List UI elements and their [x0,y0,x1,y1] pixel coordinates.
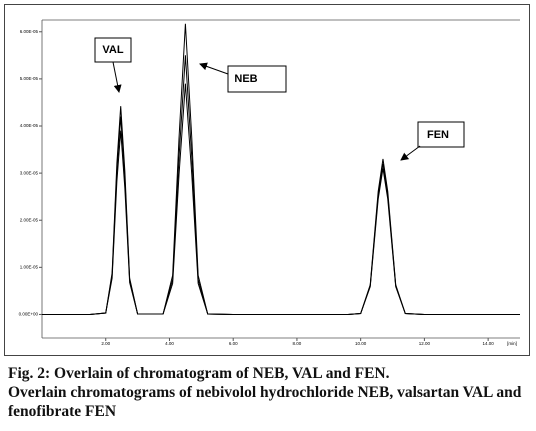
y-tick-label: 1.00E-05 [20,265,39,270]
y-tick-label: 5.00E-05 [20,76,39,81]
y-tick-label: 4.00E-05 [20,123,39,128]
annotation: NEB [234,73,257,85]
callout-box [417,121,465,148]
x-tick-label: 4.00 [165,341,174,346]
figure-frame [4,4,530,356]
x-tick-label: 10.00 [355,341,367,346]
arrow [400,145,421,161]
arrow [199,62,229,75]
y-tick-label: 3.00E-05 [20,170,39,175]
callout-box [94,37,132,63]
x-tick-label: 12.00 [419,341,431,346]
x-tick-label: 6.00 [229,341,238,346]
arrow [112,61,122,93]
annotation: FEN [427,129,449,141]
y-tick-label: 6.00E-05 [20,29,39,34]
caption-text: Overlain chromatograms of nebivolol hydr… [8,384,522,420]
callout-box [227,65,287,93]
y-tick-label: 0.00E+00 [19,312,39,317]
caption: Fig. 2: Overlain of chromatogram of NEB,… [8,364,534,421]
chromatogram-line [42,83,520,315]
x-tick-label: 2.00 [101,341,110,346]
chart: 0.00E+00 1.00E-05 2.00E-05 3.00E-05 4.00E-05… [19,19,520,346]
chromatogram-line [42,23,520,315]
annotation: VAL [102,44,123,56]
chromatogram-line [42,55,520,315]
y-tick-label: 2.00E-05 [20,217,39,222]
x-tick-label: 8.00 [293,341,302,346]
x-tick-label: 14.00 [483,341,495,346]
caption-title: Fig. 2: Overlain of chromatogram of NEB,… [8,365,390,382]
x-axis-label: [min] [507,341,517,346]
